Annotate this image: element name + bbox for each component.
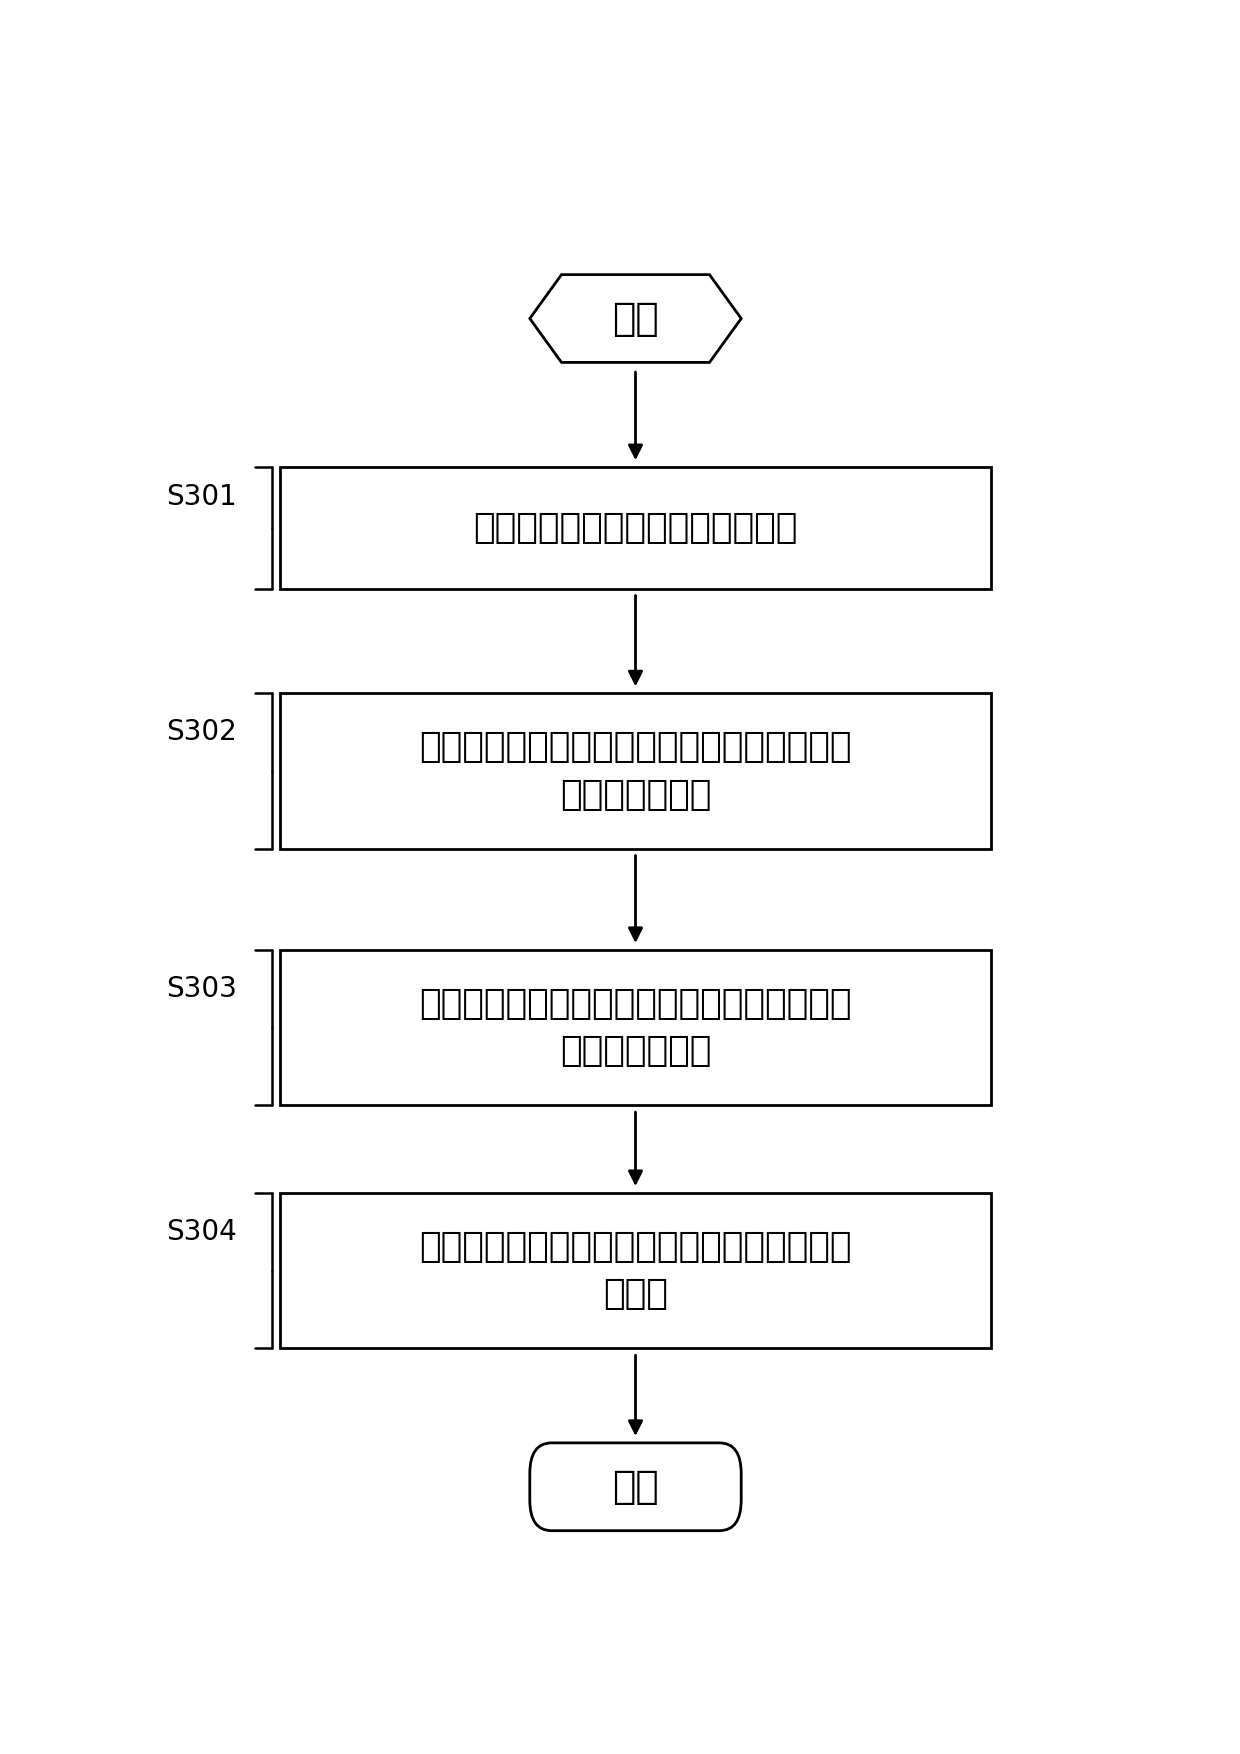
Text: 结束: 结束 xyxy=(613,1468,658,1505)
Text: 根据所述的初始模型确定反射系数: 根据所述的初始模型确定反射系数 xyxy=(474,510,797,545)
FancyBboxPatch shape xyxy=(529,1444,742,1531)
Bar xyxy=(280,951,991,1105)
Text: 在所述地震资料的目的层段提取对应的子波以
及实际地震记录: 在所述地震资料的目的层段提取对应的子波以 及实际地震记录 xyxy=(419,730,852,812)
Bar xyxy=(280,1193,991,1349)
Text: S301: S301 xyxy=(166,484,237,512)
Bar xyxy=(280,693,991,849)
Text: 将所述的反射系数与所述的子波进行椿积，得
到合成地震记录: 将所述的反射系数与所述的子波进行椿积，得 到合成地震记录 xyxy=(419,988,852,1068)
Text: 开始: 开始 xyxy=(613,300,658,337)
Text: S304: S304 xyxy=(166,1217,237,1245)
Text: 确定所述合成地震记录与实际的地震记录之间
的误差: 确定所述合成地震记录与实际的地震记录之间 的误差 xyxy=(419,1230,852,1312)
Polygon shape xyxy=(529,275,742,363)
Bar xyxy=(280,467,991,589)
Text: S303: S303 xyxy=(166,975,237,1003)
Text: S302: S302 xyxy=(166,717,237,745)
